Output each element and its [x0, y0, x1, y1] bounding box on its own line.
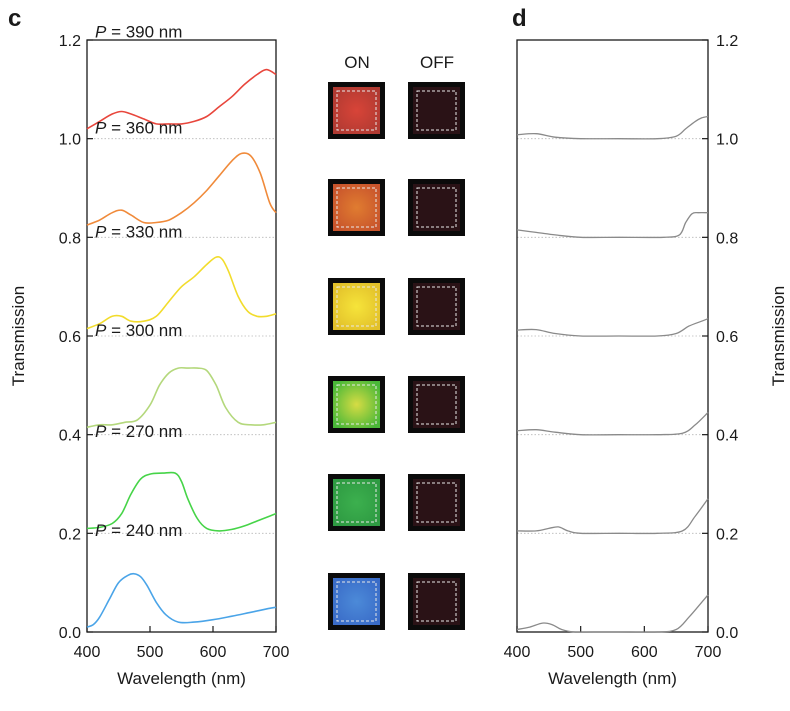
- x-tick-label: 600: [200, 644, 227, 661]
- y-tick-label: 1.0: [716, 132, 738, 149]
- series-line: [86, 366, 277, 429]
- on-swatch-dashed-box: [336, 90, 377, 131]
- x-tick-label: 500: [567, 644, 594, 661]
- y-tick-label: 0.6: [59, 329, 81, 346]
- series-line: [516, 594, 709, 633]
- off-header: OFF: [420, 53, 454, 72]
- y-tick-label: 1.0: [59, 132, 81, 149]
- off-swatch-fill: [413, 184, 460, 231]
- off-swatch-fill: [413, 578, 460, 625]
- y-tick-label: 1.2: [716, 33, 738, 50]
- on-swatch-dashed-box: [336, 581, 377, 622]
- series-line: [516, 318, 709, 337]
- off-swatch-dashed-box: [416, 482, 457, 523]
- y-tick-label: 0.4: [59, 428, 81, 445]
- x-tick-label: 400: [504, 644, 531, 661]
- off-swatch-dashed-box: [416, 90, 457, 131]
- series-label-variable: P: [95, 222, 107, 241]
- panel-label-c: c: [8, 5, 21, 32]
- series-label: P = 240 nm: [95, 521, 182, 540]
- on-swatch-fill: [333, 381, 380, 428]
- chart-panel-d: 0.0 0.2 0.4 0.6 0.8 1.0 1.2 400 500 600 700 Wavelen…: [504, 33, 788, 688]
- on-swatch-fill: [333, 479, 380, 526]
- off-swatch-fill: [413, 283, 460, 330]
- x-axis-title: Wavelength (nm): [117, 669, 246, 688]
- y-axis-title: Transmission: [9, 286, 28, 386]
- y-tick-label: 0.8: [59, 230, 81, 247]
- series-label-variable: P: [95, 521, 107, 540]
- off-swatch-dashed-box: [416, 384, 457, 425]
- x-tick-label: 400: [74, 644, 101, 661]
- off-swatch-dashed-box: [416, 187, 457, 228]
- series-label: P = 330 nm: [95, 222, 182, 241]
- on-swatch-dashed-box: [336, 286, 377, 327]
- series-line: [516, 115, 709, 140]
- series-label: P = 360 nm: [95, 119, 182, 138]
- series-line: [86, 152, 277, 226]
- series-label: P = 270 nm: [95, 422, 182, 441]
- on-swatch-fill: [333, 184, 380, 231]
- off-swatch-dashed-box: [416, 581, 457, 622]
- y-tick-label: 0.0: [59, 625, 81, 642]
- series-label-value: = 270 nm: [106, 422, 182, 441]
- y-tick-label: 0.4: [716, 428, 738, 445]
- off-swatch-fill: [413, 381, 460, 428]
- x-axis-title: Wavelength (nm): [548, 669, 677, 688]
- series-line: [86, 572, 277, 628]
- series-line: [516, 211, 709, 239]
- series-label-variable: P: [95, 321, 107, 340]
- off-swatch-fill: [413, 479, 460, 526]
- chart-panel-c: 0.0 0.2 0.4 0.6 0.8 1.0 1.2 400 500 600 700 Wavelen…: [9, 23, 289, 688]
- y-tick-label: 0.6: [716, 329, 738, 346]
- series-label-value: = 300 nm: [106, 321, 182, 340]
- on-swatch-dashed-box: [336, 482, 377, 523]
- y-tick-label: 0.8: [716, 230, 738, 247]
- y-tick-label: 0.2: [716, 526, 738, 543]
- on-header: ON: [344, 53, 370, 72]
- x-tick-label: 700: [263, 644, 290, 661]
- series-label-variable: P: [95, 422, 107, 441]
- series-label-value: = 330 nm: [106, 222, 182, 241]
- on-swatch-fill: [333, 578, 380, 625]
- x-tick-label: 600: [631, 644, 658, 661]
- on-swatch-fill: [333, 283, 380, 330]
- series-line: [516, 498, 709, 535]
- on-swatch-dashed-box: [336, 384, 377, 425]
- series-label-value: = 360 nm: [106, 119, 182, 138]
- series-line: [86, 471, 277, 532]
- series-label-variable: P: [95, 23, 107, 42]
- series-line: [86, 68, 277, 130]
- series-label-variable: P: [95, 119, 107, 138]
- series-label: P = 390 nm: [95, 23, 182, 42]
- x-tick-label: 700: [695, 644, 722, 661]
- swatch-grid: [328, 82, 465, 630]
- y-tick-label: 0.2: [59, 526, 81, 543]
- series-label-value: = 390 nm: [106, 23, 182, 42]
- off-swatch-fill: [413, 87, 460, 134]
- on-swatch-fill: [333, 87, 380, 134]
- on-swatch-dashed-box: [336, 187, 377, 228]
- x-tick-label: 500: [137, 644, 164, 661]
- series-line: [86, 255, 277, 330]
- y-tick-label: 1.2: [59, 33, 81, 50]
- y-tick-label: 0.0: [716, 625, 738, 642]
- series-label-value: = 240 nm: [106, 521, 182, 540]
- off-swatch-dashed-box: [416, 286, 457, 327]
- series-line: [516, 412, 709, 436]
- panel-label-d: d: [512, 5, 527, 32]
- y-axis-title: Transmission: [769, 286, 788, 386]
- series-label: P = 300 nm: [95, 321, 182, 340]
